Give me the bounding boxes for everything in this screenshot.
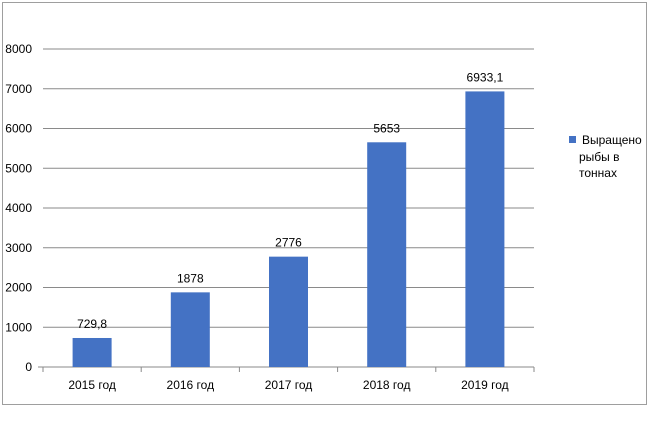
y-tick-label: 0	[25, 360, 32, 374]
data-label: 729,8	[77, 317, 107, 331]
y-tick-label: 5000	[5, 161, 32, 175]
x-tick-label: 2018 год	[363, 378, 411, 392]
chart-frame	[2, 2, 647, 405]
legend-label-line-1: Выращено	[582, 133, 642, 147]
y-axis-ticks: 0 1000 2000 3000 4000 5000 6000 7000 8000	[5, 42, 32, 374]
bar	[367, 142, 407, 367]
x-tick-label: 2015 год	[68, 378, 116, 392]
legend: Выращено рыбы в тоннах	[569, 133, 642, 180]
legend-swatch	[569, 136, 576, 143]
legend-label-line-3: тоннах	[579, 166, 617, 180]
data-labels: 729,8 1878 2776 5653 6933,1	[77, 70, 503, 331]
x-tick-label: 2016 год	[167, 378, 215, 392]
x-tick-label: 2019 год	[461, 378, 509, 392]
data-label: 1878	[177, 271, 204, 285]
y-tick-label: 4000	[5, 201, 32, 215]
legend-label-line-2: рыбы в	[579, 150, 620, 164]
bar	[170, 292, 210, 367]
data-label: 5653	[373, 121, 400, 135]
data-label: 6933,1	[467, 70, 504, 84]
y-tick-label: 1000	[5, 320, 32, 334]
bar	[465, 91, 505, 367]
y-tick-label: 7000	[5, 82, 32, 96]
x-axis-ticks: 2015 год 2016 год 2017 год 2018 год 2019 год	[42, 367, 535, 392]
bars	[72, 91, 505, 367]
y-tick-label: 3000	[5, 241, 32, 255]
bar	[269, 256, 308, 367]
x-tick-label: 2017 год	[265, 378, 313, 392]
y-tick-label: 2000	[5, 281, 32, 295]
data-label: 2776	[275, 236, 302, 250]
bar	[72, 337, 112, 367]
y-tick-label: 6000	[5, 122, 32, 136]
y-tick-label: 8000	[5, 42, 32, 56]
